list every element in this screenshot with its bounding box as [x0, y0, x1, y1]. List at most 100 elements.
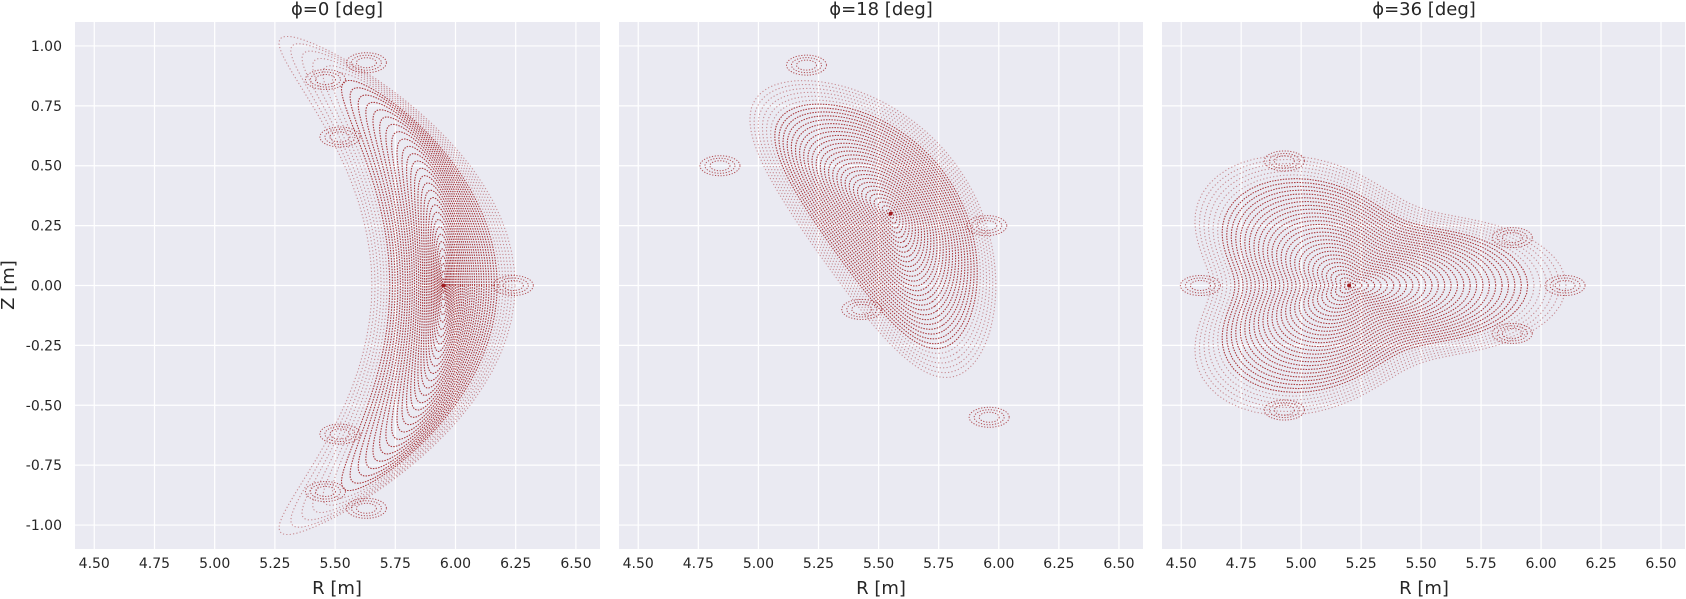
flux-surface [861, 185, 913, 248]
flux-surface [1235, 189, 1510, 382]
island-contour [1268, 402, 1300, 419]
island-contour [1263, 399, 1305, 421]
island-contour [1179, 275, 1221, 296]
island-contour [497, 277, 529, 294]
flux-surface [417, 175, 467, 396]
flux-surface [770, 99, 981, 354]
island-contour [502, 280, 524, 291]
island-contour [324, 426, 356, 443]
island-contour [355, 502, 377, 514]
flux-surface [401, 145, 476, 426]
magnetic-island [841, 298, 883, 320]
island-contour [309, 71, 341, 88]
x-tick-label: 6.00 [440, 556, 471, 572]
ylabel-group: Z [m] [0, 260, 19, 310]
magnetic-island [1263, 150, 1305, 172]
flux-surface [840, 166, 929, 273]
x-tick-label: 5.25 [1346, 556, 1377, 572]
panel-title-1: ϕ=18 [deg] [829, 0, 933, 20]
x-tick-label: 4.50 [1166, 556, 1197, 572]
flux-surface [322, 65, 504, 506]
x-tick-label: 5.75 [923, 556, 954, 572]
island-contour [1554, 280, 1576, 291]
flux-surface [852, 177, 920, 258]
magnetic-island [1491, 227, 1533, 249]
island-contour [1268, 152, 1300, 169]
y-tick-label: 0.75 [31, 99, 62, 115]
magnetic-island [1263, 399, 1305, 421]
flux-surface [1344, 281, 1357, 290]
flux-surfaces-0 [278, 35, 534, 536]
island-contour [846, 301, 878, 318]
y-gridlines-0 [75, 45, 600, 526]
island-contour [971, 217, 1003, 234]
flux-surface [877, 201, 901, 229]
flux-surface [869, 193, 907, 239]
flux-surface [440, 270, 447, 301]
y-tick-label: 0.25 [31, 219, 62, 235]
flux-surface [1298, 242, 1420, 329]
flux-surface [885, 209, 895, 220]
flux-surface [349, 87, 495, 484]
flux-surface [873, 197, 904, 234]
flux-surface [396, 138, 478, 433]
flux-surface [844, 170, 926, 268]
island-contour [319, 423, 361, 445]
magnetic-island [319, 423, 361, 445]
flux-surface [807, 134, 954, 311]
y-tick-label: 0.00 [31, 279, 62, 295]
island-contour [319, 126, 361, 148]
x-tick-label: 4.75 [139, 556, 170, 572]
y-tick-label: 1.00 [31, 39, 62, 55]
island-contour [329, 131, 351, 143]
y-axis-label: Z [m] [0, 260, 19, 310]
panel-phi-0: 4.50 4.75 5.00 5.25 5.50 5.75 6.00 6.25 6.50 -1.0… [26, 22, 600, 572]
flux-surface [385, 123, 483, 448]
island-contour [709, 160, 731, 172]
island-contour [1501, 327, 1523, 339]
flux-surface [1203, 162, 1554, 409]
y-tick-label: -1.00 [26, 518, 62, 534]
magnetic-island [1179, 275, 1221, 296]
panel-phi-36: 4.50 4.75 5.00 5.25 5.50 5.75 6.00 6.25 6.50 [1162, 22, 1685, 572]
flux-surface [1253, 204, 1484, 367]
island-contour [968, 406, 1010, 428]
flux-surface [1303, 246, 1414, 325]
flux-surface [1325, 265, 1382, 306]
y-tick-label: -0.75 [26, 458, 62, 474]
flux-surface [1294, 239, 1427, 332]
island-contour [978, 411, 1000, 423]
island-contour [1549, 277, 1581, 294]
flux-surfaces-1 [699, 54, 1010, 428]
x-tick-label: 6.00 [1525, 556, 1556, 572]
flux-surface [427, 204, 460, 367]
island-contour [304, 481, 346, 503]
flux-surface [434, 233, 453, 338]
flux-surface [1217, 174, 1535, 397]
flux-surface [430, 219, 456, 352]
flux-surface [1212, 170, 1542, 401]
flux-surface [803, 130, 957, 316]
flux-surface [811, 138, 950, 306]
magnetic-island [968, 406, 1010, 428]
magnetic-island [345, 52, 387, 74]
island-contour [350, 500, 382, 517]
flux-surface [1271, 220, 1459, 351]
flux-surface [794, 123, 963, 326]
x-tick-label: 5.50 [863, 556, 894, 572]
panel-title-2: ϕ=36 [deg] [1372, 0, 1476, 20]
x-tick-label: 6.50 [1645, 556, 1676, 572]
flux-surface [848, 173, 923, 263]
flux-surface [301, 50, 510, 521]
y-tick-label: 0.50 [31, 159, 62, 175]
island-contour [976, 220, 998, 232]
x-axis-label-0: R [m] [312, 578, 362, 599]
x-tick-label: 4.75 [683, 556, 714, 572]
magnetic-island [319, 126, 361, 148]
island-contour [1496, 229, 1528, 246]
flux-surface [406, 153, 473, 418]
flux-surface [761, 91, 988, 364]
x-tick-label: 5.25 [259, 556, 290, 572]
flux-surface [372, 109, 488, 462]
